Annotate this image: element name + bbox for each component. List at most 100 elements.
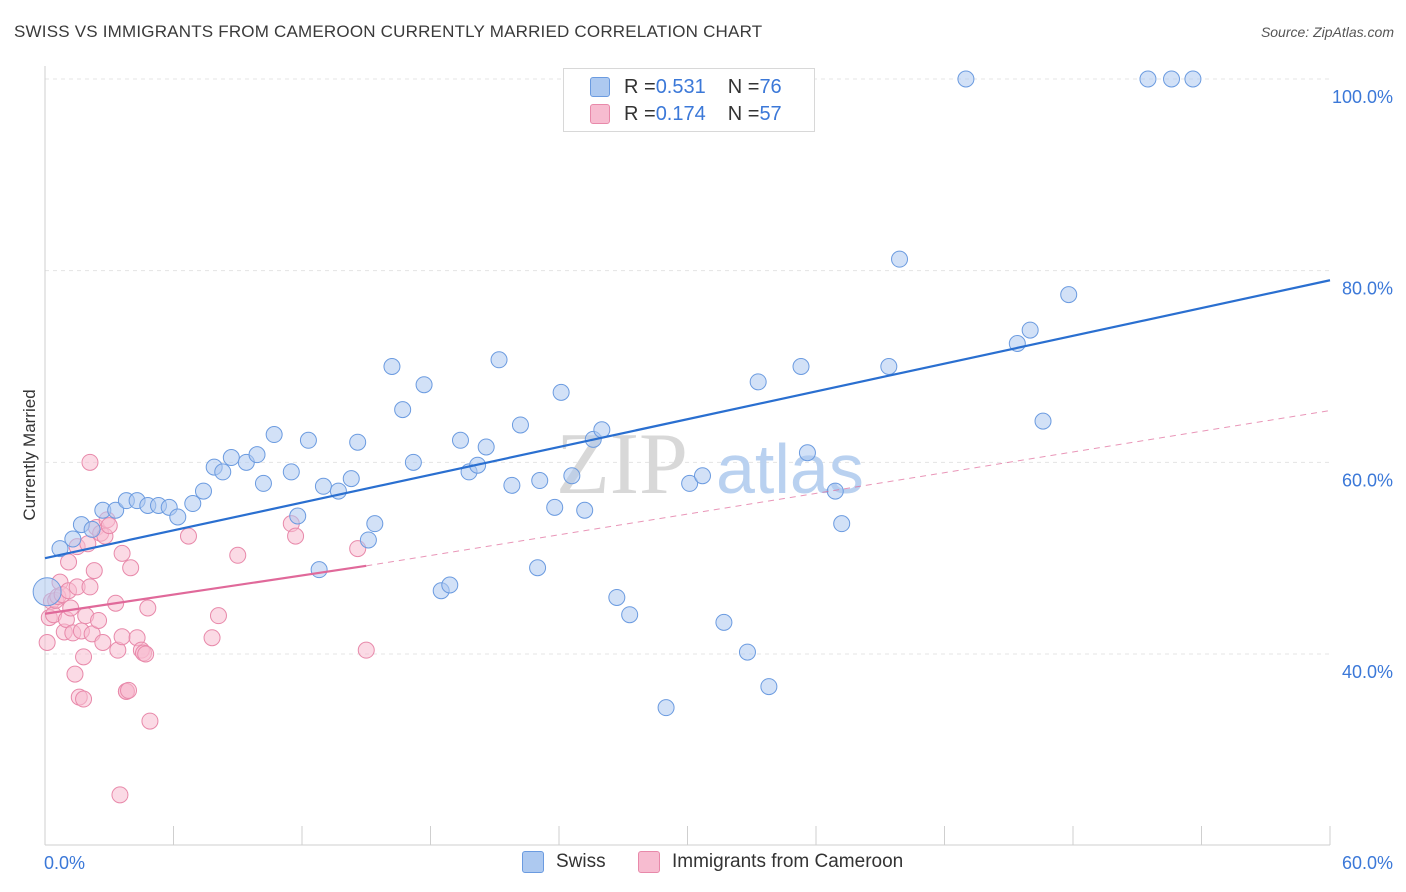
cameroon-point bbox=[81, 453, 99, 471]
cameroon-points bbox=[38, 453, 375, 804]
cameroon-point bbox=[357, 641, 375, 659]
swiss-point bbox=[503, 476, 521, 494]
swiss-point bbox=[531, 472, 549, 490]
swiss-point bbox=[366, 515, 384, 533]
swiss-point bbox=[1184, 70, 1202, 88]
swiss-point bbox=[404, 453, 422, 471]
legend-n-label: N = bbox=[727, 75, 760, 98]
correlation-legend: R = 0.531 N = 76 R = 0.174 N = 57 bbox=[563, 68, 815, 132]
swiss-point bbox=[394, 401, 412, 419]
swiss-point bbox=[194, 482, 212, 500]
cameroon-point bbox=[139, 599, 157, 617]
cameroon-point bbox=[38, 634, 56, 651]
swiss-trend-line bbox=[44, 279, 1331, 560]
swiss-point bbox=[265, 426, 283, 444]
swiss-point bbox=[608, 588, 626, 606]
cameroon-point bbox=[75, 690, 93, 708]
cameroon-point bbox=[179, 527, 197, 545]
swiss-point bbox=[798, 444, 816, 462]
y-tick-label: 40.0% bbox=[1342, 662, 1393, 682]
cameroon-point bbox=[120, 681, 138, 699]
swiss-point bbox=[715, 613, 733, 631]
swiss-point bbox=[693, 467, 711, 485]
swiss-swatch bbox=[522, 851, 544, 873]
swiss-point bbox=[1139, 70, 1157, 88]
swiss-point bbox=[681, 474, 699, 492]
cameroon-point bbox=[287, 527, 305, 545]
y-axis-label: Currently Married bbox=[20, 389, 39, 520]
swiss-point bbox=[552, 383, 570, 401]
swiss-point bbox=[477, 438, 495, 456]
swiss-point bbox=[833, 515, 851, 533]
swiss-point bbox=[760, 678, 778, 696]
swiss-point bbox=[490, 351, 508, 369]
source-label: Source: ZipAtlas.com bbox=[1260, 24, 1394, 40]
swiss-point bbox=[1163, 70, 1181, 88]
swiss-point bbox=[314, 477, 332, 495]
cameroon-point bbox=[141, 712, 159, 730]
swiss-point bbox=[546, 498, 564, 516]
cameroon-point bbox=[137, 645, 155, 663]
swiss-point bbox=[621, 606, 639, 624]
swiss-point bbox=[1021, 321, 1039, 339]
cameroon-point bbox=[90, 611, 108, 629]
swiss-point bbox=[826, 482, 844, 500]
trend-lines bbox=[44, 279, 1331, 615]
gridlines bbox=[45, 78, 1330, 655]
watermark-zip: ZIP bbox=[556, 416, 688, 513]
x-tick-label: 60.0% bbox=[1342, 853, 1393, 873]
swiss-point bbox=[891, 250, 909, 268]
swiss-point bbox=[248, 446, 266, 464]
cameroon-trend-extension bbox=[366, 410, 1331, 567]
swiss-point bbox=[383, 358, 401, 375]
swiss-point bbox=[957, 70, 975, 88]
cameroon-swatch bbox=[638, 851, 660, 873]
swiss-point bbox=[529, 559, 547, 577]
swiss-point bbox=[415, 376, 433, 394]
legend-label-swiss: Swiss bbox=[556, 851, 606, 872]
swiss-point bbox=[169, 508, 187, 526]
x-tick-label: 0.0% bbox=[44, 853, 85, 873]
swiss-point bbox=[282, 463, 300, 481]
swiss-point bbox=[342, 470, 360, 488]
legend-item-swiss[interactable]: Swiss bbox=[522, 851, 606, 873]
cameroon-point bbox=[66, 665, 84, 683]
series-legend: Swiss Immigrants from Cameroon bbox=[0, 851, 1406, 879]
cameroon-point bbox=[94, 634, 112, 651]
swiss-point bbox=[289, 507, 307, 525]
chart-title: SWISS VS IMMIGRANTS FROM CAMEROON CURREN… bbox=[14, 22, 763, 41]
axes bbox=[44, 66, 1331, 846]
legend-item-cameroon[interactable]: Immigrants from Cameroon bbox=[638, 851, 903, 873]
cameroon-point bbox=[122, 559, 140, 577]
swiss-point bbox=[32, 577, 62, 607]
legend-n-label: N = bbox=[727, 102, 760, 125]
y-tick-label: 80.0% bbox=[1342, 279, 1393, 299]
cameroon-point bbox=[81, 578, 99, 596]
swiss-point bbox=[83, 520, 101, 538]
swiss-point bbox=[749, 373, 767, 391]
legend-r-label: R = bbox=[624, 102, 656, 125]
legend-n-value: 57 bbox=[759, 102, 782, 125]
cameroon-point bbox=[229, 546, 247, 564]
swiss-point bbox=[64, 530, 82, 548]
swiss-point bbox=[222, 449, 240, 467]
cameroon-point bbox=[100, 517, 118, 535]
swiss-point bbox=[657, 699, 675, 717]
legend-row-swiss: R = 0.531 N = 76 bbox=[564, 74, 782, 100]
legend-r-label: R = bbox=[624, 75, 656, 98]
cameroon-point bbox=[75, 648, 93, 666]
swiss-point bbox=[51, 540, 69, 558]
swiss-point bbox=[184, 495, 202, 513]
cameroon-swatch bbox=[590, 104, 610, 124]
y-tick-label: 100.0% bbox=[1332, 87, 1393, 107]
cameroon-trend-line bbox=[44, 564, 367, 615]
legend-r-value: 0.174 bbox=[655, 102, 706, 125]
swiss-point bbox=[107, 501, 125, 519]
swiss-point bbox=[310, 561, 328, 579]
swiss-point bbox=[792, 358, 810, 375]
legend-n-value: 76 bbox=[759, 75, 782, 98]
cameroon-point bbox=[113, 544, 131, 562]
swiss-point bbox=[359, 531, 377, 549]
swiss-point bbox=[593, 421, 611, 439]
